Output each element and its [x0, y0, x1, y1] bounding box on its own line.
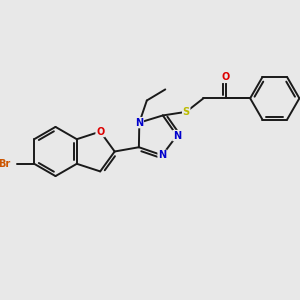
Text: N: N	[173, 130, 181, 141]
Text: N: N	[158, 150, 166, 160]
Text: O: O	[96, 127, 104, 136]
Text: Br: Br	[0, 159, 11, 169]
Text: N: N	[135, 118, 143, 128]
Text: S: S	[183, 107, 190, 117]
Text: O: O	[221, 72, 230, 82]
